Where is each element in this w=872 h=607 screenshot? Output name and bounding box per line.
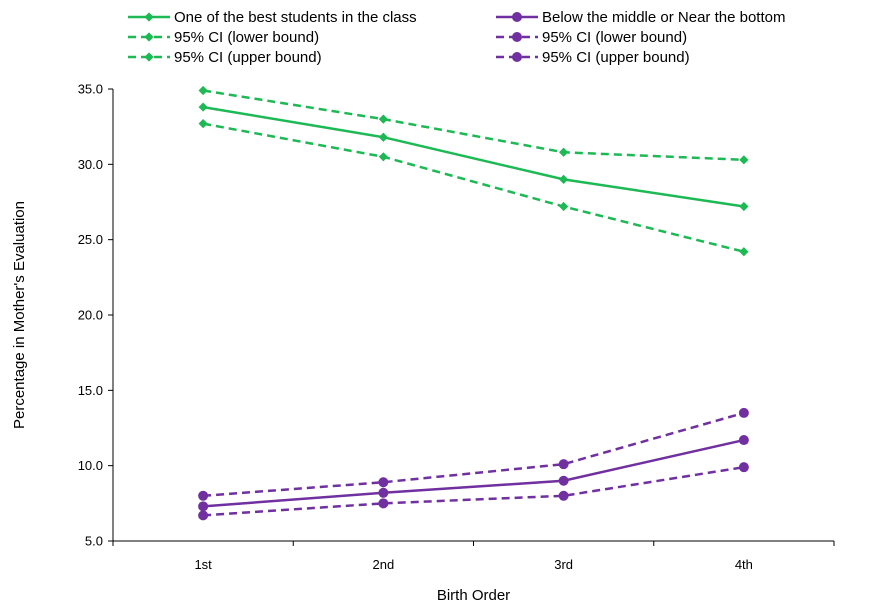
legend-label: One of the best students in the class bbox=[174, 9, 417, 26]
legend-item: 95% CI (upper bound) bbox=[496, 49, 690, 66]
x-tick-label: 3rd bbox=[554, 557, 573, 572]
y-tick-label: 35.0 bbox=[78, 82, 103, 97]
series-6 bbox=[198, 407, 749, 501]
data-point bbox=[558, 459, 569, 470]
data-point bbox=[739, 201, 749, 212]
y-tick-label: 5.0 bbox=[85, 534, 103, 549]
data-point bbox=[739, 247, 749, 257]
x-tick-label: 2nd bbox=[373, 557, 395, 572]
data-point bbox=[738, 407, 749, 418]
legend-swatch-marker bbox=[512, 12, 522, 22]
legend-swatch-marker bbox=[512, 32, 522, 42]
y-tick-label: 15.0 bbox=[78, 383, 103, 398]
series-4 bbox=[198, 435, 749, 512]
legend-label: 95% CI (lower bound) bbox=[174, 29, 319, 46]
legend-item: 95% CI (upper bound) bbox=[128, 49, 322, 66]
legend-swatch-marker bbox=[512, 52, 522, 62]
series-1 bbox=[198, 102, 749, 212]
series-line bbox=[203, 438, 745, 508]
legend-swatch-marker bbox=[144, 12, 154, 22]
data-point bbox=[378, 132, 388, 142]
data-point bbox=[198, 102, 208, 112]
data-point bbox=[198, 510, 209, 521]
legend-item: 95% CI (lower bound) bbox=[496, 29, 687, 46]
data-point bbox=[198, 501, 209, 512]
y-tick-label: 20.0 bbox=[78, 308, 103, 323]
series bbox=[198, 85, 749, 521]
data-point bbox=[559, 201, 569, 212]
data-point bbox=[738, 462, 749, 473]
series-5 bbox=[198, 462, 749, 521]
series-line bbox=[202, 122, 745, 253]
data-point bbox=[558, 475, 569, 486]
data-point bbox=[739, 155, 749, 165]
legend-item: Below the middle or Near the bottom bbox=[496, 9, 785, 26]
axes bbox=[112, 89, 834, 542]
series-line bbox=[203, 465, 745, 517]
legend-label: 95% CI (upper bound) bbox=[542, 49, 690, 66]
data-point bbox=[559, 174, 569, 184]
y-tick-label: 25.0 bbox=[78, 232, 103, 247]
series-2 bbox=[198, 119, 749, 257]
x-tick-label: 4th bbox=[735, 557, 753, 572]
x-ticks: 1st 2nd 3rd 4th bbox=[112, 541, 835, 572]
legend-item: One of the best students in the class bbox=[128, 9, 417, 26]
data-point bbox=[558, 490, 569, 501]
legend-label: 95% CI (upper bound) bbox=[174, 49, 322, 66]
x-axis-title: Birth Order bbox=[437, 587, 510, 604]
y-ticks: 5.0 10.0 15.0 20.0 25.0 30.0 35.0 bbox=[78, 82, 113, 549]
data-point bbox=[378, 114, 388, 124]
series-3 bbox=[198, 85, 749, 165]
y-tick-label: 30.0 bbox=[78, 157, 103, 172]
data-point bbox=[378, 498, 389, 509]
x-tick-label: 1st bbox=[194, 557, 212, 572]
data-point bbox=[198, 85, 208, 96]
legend-swatch-marker bbox=[144, 52, 154, 62]
data-point bbox=[378, 487, 389, 498]
series-line bbox=[202, 89, 744, 162]
data-point bbox=[738, 435, 749, 446]
legend-item: 95% CI (lower bound) bbox=[128, 29, 319, 46]
legend-label: 95% CI (lower bound) bbox=[542, 29, 687, 46]
series-line bbox=[202, 105, 745, 208]
legend-label: Below the middle or Near the bottom bbox=[542, 9, 785, 26]
data-point bbox=[559, 147, 569, 157]
legend-swatch-marker bbox=[144, 32, 154, 42]
legend: One of the best students in the class 95%… bbox=[128, 9, 785, 66]
series-line bbox=[203, 411, 745, 498]
data-point bbox=[378, 152, 388, 162]
data-point bbox=[198, 490, 209, 501]
data-point bbox=[198, 119, 208, 129]
y-axis-title: Percentage in Mother's Evaluation bbox=[11, 201, 28, 429]
data-point bbox=[378, 477, 389, 488]
y-tick-label: 10.0 bbox=[78, 458, 103, 473]
